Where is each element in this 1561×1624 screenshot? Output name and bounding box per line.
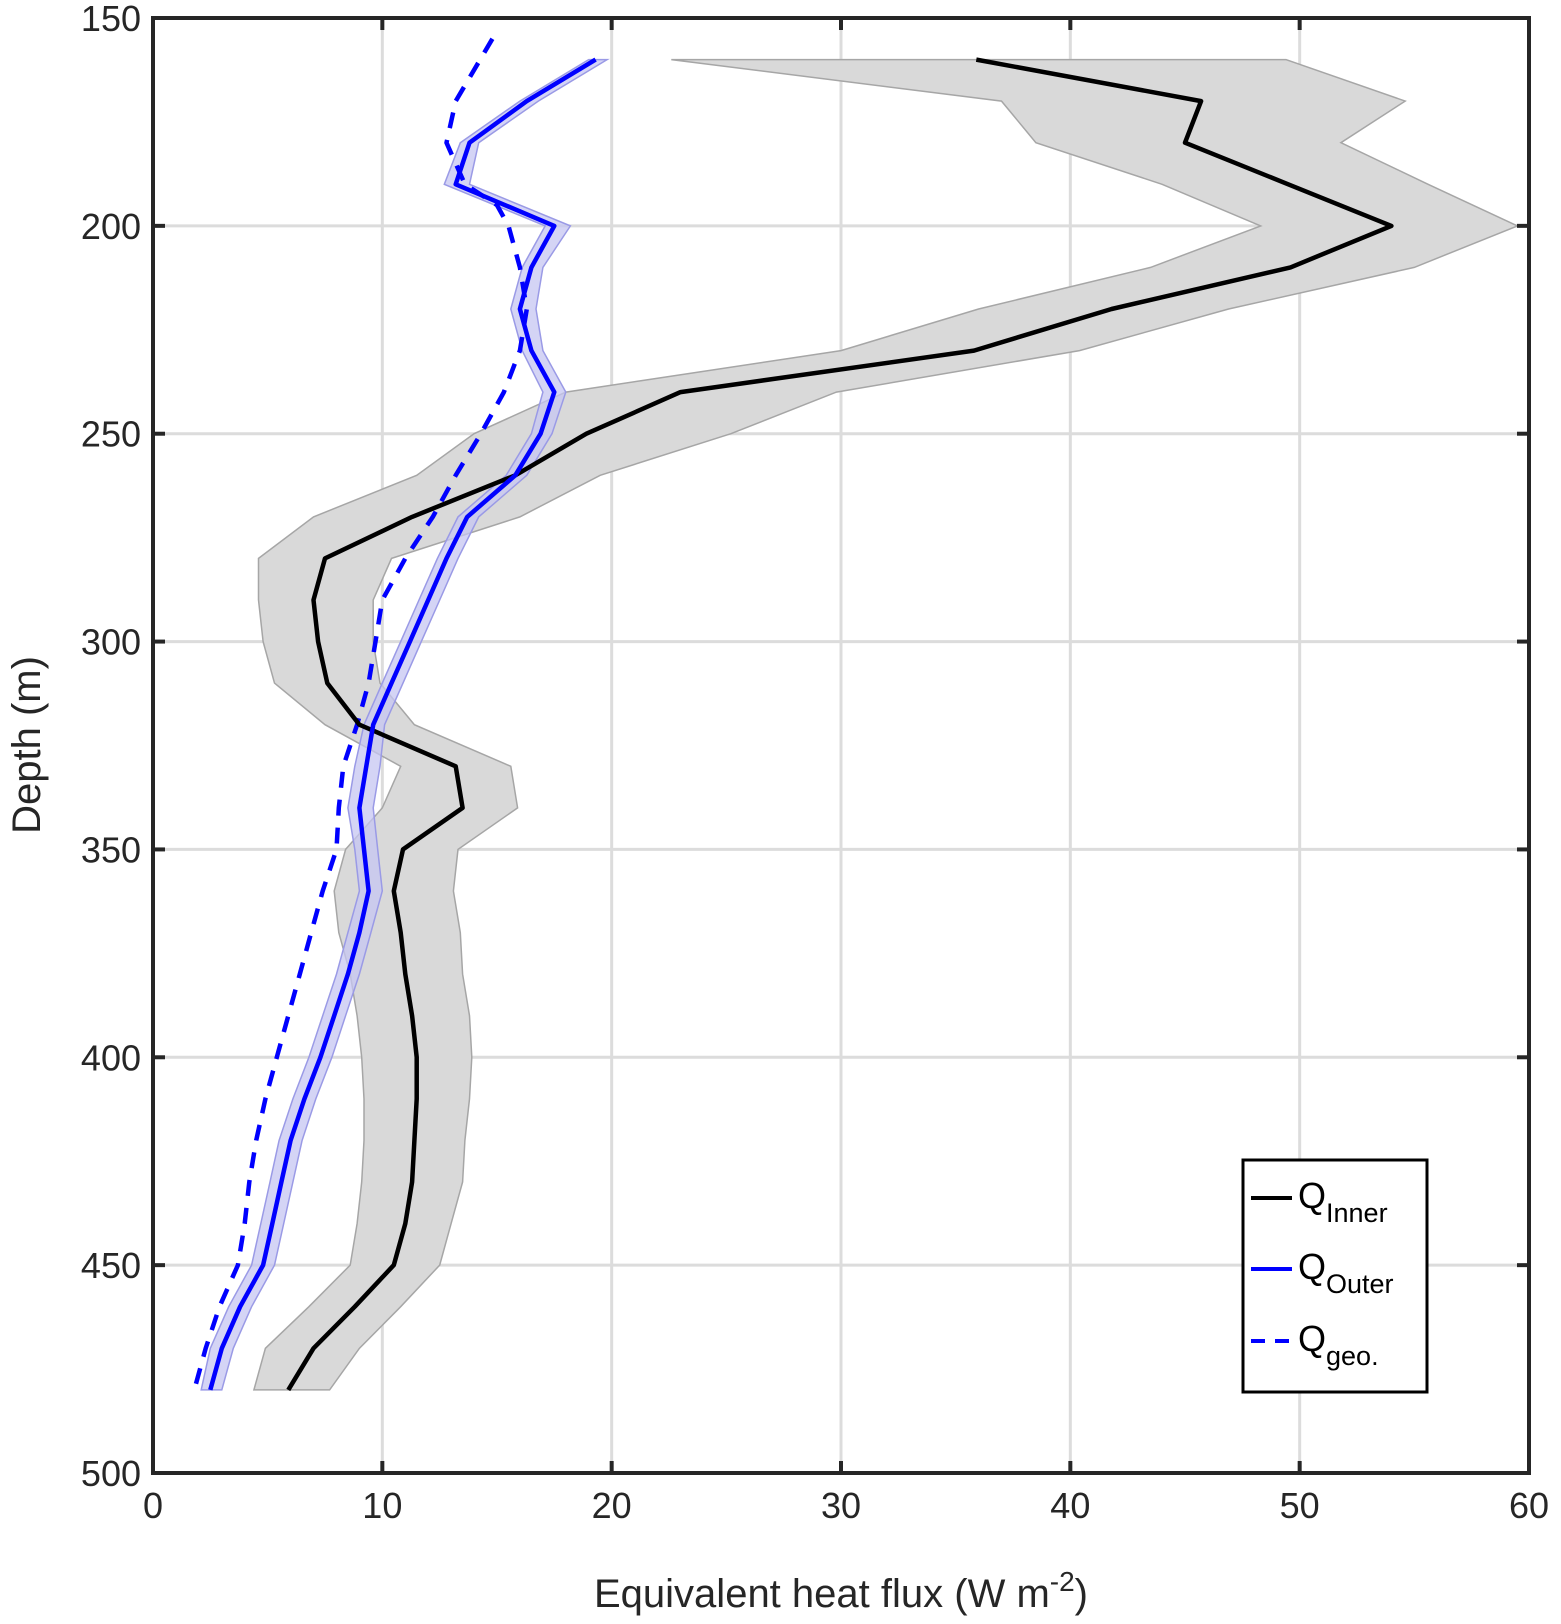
y-axis-title: Depth (m) [5,656,49,834]
x-tick-label: 30 [821,1485,861,1526]
x-axis-units-close: ) [1075,1572,1088,1616]
legend-label-geo: Qgeo. [1298,1318,1379,1371]
axis-ticks [151,16,1531,1475]
x-axis-title-text: Equivalent heat flux [594,1572,943,1616]
legend-label-inner-sub: Inner [1326,1198,1388,1228]
x-tick-label: 60 [1509,1485,1549,1526]
y-tick-label: 400 [81,1037,141,1078]
x-axis-units: (W m [954,1572,1050,1616]
legend-label-inner-main: Q [1298,1175,1326,1216]
legend-label-geo-main: Q [1298,1318,1326,1359]
y-tick-label: 250 [81,414,141,455]
y-tick-label: 200 [81,206,141,247]
y-tick-label: 450 [81,1245,141,1286]
x-tick-label: 50 [1280,1485,1320,1526]
x-tick-label: 40 [1050,1485,1090,1526]
y-tick-label: 500 [81,1453,141,1494]
legend-label-outer-sub: Outer [1326,1269,1394,1299]
series-line-outer [208,57,597,1391]
band-inner [252,58,1520,1391]
series-lines [192,37,1394,1392]
x-axis-units-exponent: -2 [1050,1566,1075,1597]
legend-label-outer-main: Q [1298,1246,1326,1287]
x-axis-title: Equivalent heat flux (W m-2) [594,1566,1088,1616]
legend-label-outer: QOuter [1298,1246,1394,1299]
y-tick-label: 150 [81,0,141,39]
y-tick-label: 350 [81,829,141,870]
y-tick-label: 300 [81,622,141,663]
band-outer [200,58,610,1391]
uncertainty-bands [200,58,1520,1391]
x-tick-label: 20 [592,1485,632,1526]
x-tick-label: 10 [362,1485,402,1526]
series-line-inner [286,57,1394,1392]
series-line-geo [192,37,530,1391]
legend-label-inner: QInner [1298,1175,1388,1228]
legend: QInner QOuter Qgeo. [1241,1158,1429,1394]
legend-label-geo-sub: geo. [1326,1341,1379,1371]
x-tick-label: 0 [143,1485,163,1526]
tick-labels: 0 10 20 30 40 50 60 150 200 250 300 350 400 450 500 [81,0,1549,1526]
